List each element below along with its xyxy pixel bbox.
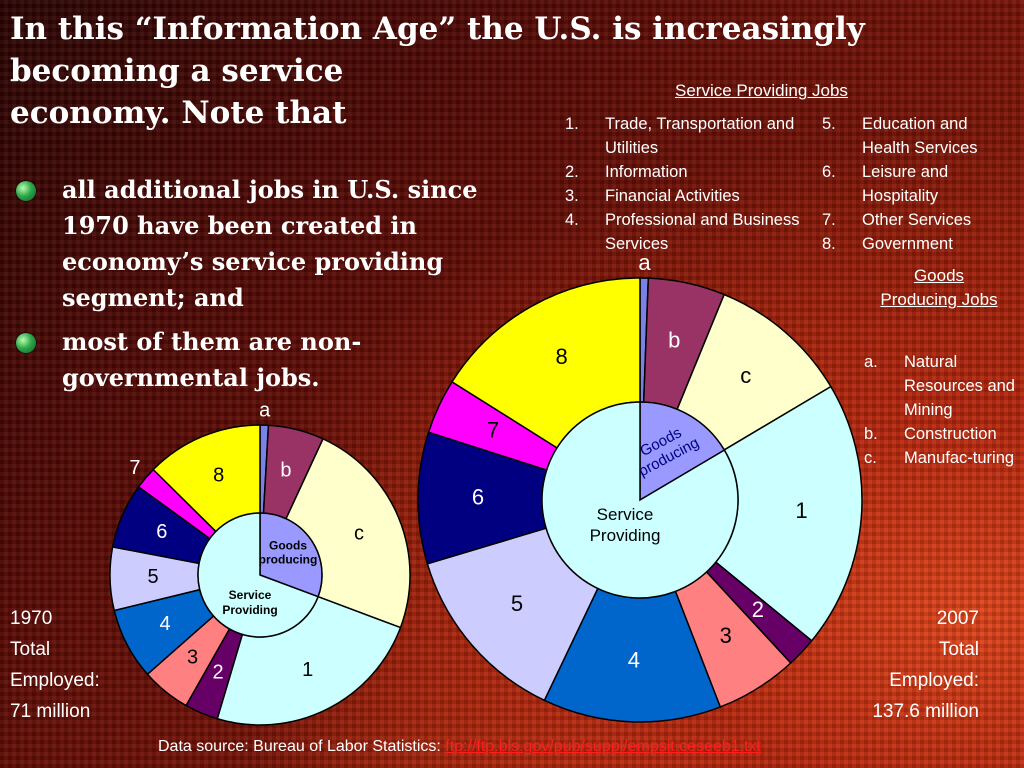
service-legend-right: 5. Education and Health Services 6. Leisur… <box>822 112 1012 256</box>
slice-label-8: 8 <box>556 344 568 369</box>
inner-slice-service <box>541 401 739 599</box>
center-label-service: Service Providing <box>590 505 661 545</box>
slice-label-7: 7 <box>129 457 140 479</box>
legend-item: 3. Financial Activities <box>565 187 740 205</box>
total-label: Employed: <box>10 670 100 691</box>
slice-label-2: 2 <box>213 662 224 684</box>
legend-item: 6. Leisure and Hospitality <box>822 163 949 205</box>
bullet-item: most of them are non-governmental jobs. <box>10 324 510 396</box>
goods-legend-title: Goods Producing Jobs <box>880 266 998 309</box>
total-label: Total <box>938 639 979 660</box>
total-2007: 2007 Total Employed: 137.6 million <box>872 603 979 727</box>
service-legend-title: Service Providing Jobs <box>675 81 848 100</box>
slice-label-b: b <box>668 327 680 352</box>
slice-label-1: 1 <box>302 659 313 681</box>
bullet-text: all additional jobs in U.S. since 1970 h… <box>62 175 478 312</box>
total-label: Employed: <box>889 670 979 691</box>
slice-label-7: 7 <box>487 417 499 442</box>
legend-item: b. Construction <box>864 425 997 443</box>
slice-label-3: 3 <box>187 646 198 668</box>
bullet-item: all additional jobs in U.S. since 1970 h… <box>10 172 510 316</box>
globe-icon <box>16 181 36 201</box>
data-source: Data source: Bureau of Labor Statistics:… <box>158 738 761 756</box>
service-legend-left: 1. Trade, Transportation and Utilities 2.… <box>565 112 801 256</box>
slice-label-c: c <box>740 363 751 388</box>
total-year: 2007 <box>936 608 979 629</box>
slice-label-2: 2 <box>752 597 764 622</box>
slice-label-8: 8 <box>213 465 224 487</box>
donut-chart-1970: a b c 1 234 5 6 7 8 Goods producing Service Providin… <box>109 399 411 726</box>
globe-icon <box>16 333 36 353</box>
total-year: 1970 <box>10 608 53 629</box>
legend-item: 8. Government <box>822 235 953 253</box>
total-value: 71 million <box>10 701 91 722</box>
slice-label-4: 4 <box>628 648 640 673</box>
slice-label-3: 3 <box>720 623 732 648</box>
source-link[interactable]: ftp://ftp.bls.gov/pub/suppl/empsit.cesee… <box>445 738 761 755</box>
legend-item: 1. Trade, Transportation and Utilities <box>565 115 795 157</box>
slide-title: In this “Information Age” the U.S. is in… <box>10 8 1010 134</box>
legend-item: a. Natural Resources and Mining <box>864 353 1015 419</box>
total-label: Total <box>10 639 51 660</box>
title-line-1: In this “Information Age” the U.S. is in… <box>10 11 865 47</box>
bullet-text: most of them are non-governmental jobs. <box>62 327 362 392</box>
slice-label-a: a <box>638 250 651 275</box>
legend-item: 5. Education and Health Services <box>822 115 978 157</box>
center-label-service: Service Providing <box>222 588 277 617</box>
slice-label-5: 5 <box>511 591 523 616</box>
slice-label-6: 6 <box>156 521 167 543</box>
slice-label-c: c <box>354 523 364 545</box>
slice-label-b: b <box>280 459 291 481</box>
legend-item: 2. Information <box>565 163 688 181</box>
legend-item: 4. Professional and Business Services <box>565 211 800 253</box>
total-1970: 1970 Total Employed: 71 million <box>10 603 100 727</box>
slice-label-5: 5 <box>147 566 158 588</box>
bullet-list: all additional jobs in U.S. since 1970 h… <box>10 172 510 404</box>
inner-slice-service <box>197 512 320 638</box>
inner-slice-goods <box>259 512 323 598</box>
legend-item: c. Manufac-turing <box>864 449 1015 467</box>
total-value: 137.6 million <box>872 701 979 722</box>
slice-label-1: 1 <box>795 498 807 523</box>
title-line-2: becoming a service <box>10 53 344 89</box>
title-line-3: economy. Note that <box>10 95 347 131</box>
slice-label-4: 4 <box>160 613 171 635</box>
legend-item: 7. Other Services <box>822 211 972 229</box>
inner-slice-goods <box>639 401 726 502</box>
slice-label-a: a <box>259 399 271 421</box>
slice-label-6: 6 <box>472 484 484 509</box>
source-prefix: Data source: Bureau of Labor Statistics: <box>158 738 446 755</box>
goods-legend: a. Natural Resources and Mining b. Constru… <box>864 350 1020 470</box>
